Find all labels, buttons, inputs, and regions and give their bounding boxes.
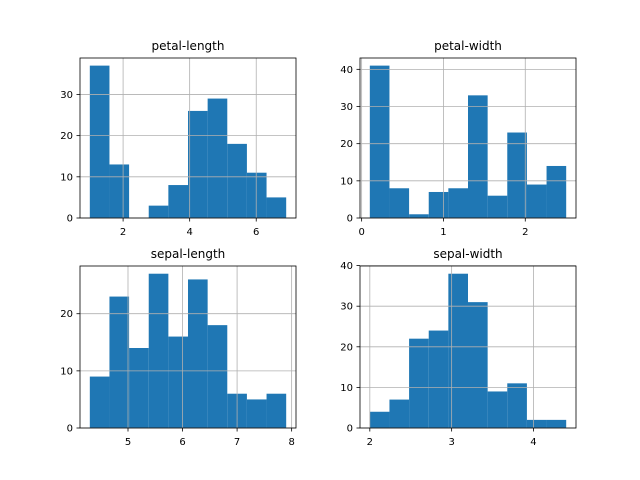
y-tick-label: 10 [340, 176, 353, 187]
histogram-bar [409, 214, 429, 218]
histogram-bar [227, 143, 247, 218]
subplot-sepal-length: 5 6 7 8 0 10 20 sepal-length [60, 247, 297, 448]
y-tick-label: 0 [347, 424, 353, 435]
y-tick-label: 20 [340, 342, 353, 353]
x-tick-label: 1 [440, 227, 446, 238]
y-tick-label: 30 [340, 102, 353, 113]
x-tick-label: 5 [125, 437, 131, 448]
y-tick-label: 0 [67, 214, 73, 225]
histogram-bar [389, 399, 410, 428]
histogram-bar [207, 325, 228, 428]
subplot-petal-length: 2 4 6 0 10 20 30 petal-length [60, 39, 297, 238]
histogram-bar [448, 273, 468, 428]
histogram-bar [526, 419, 547, 428]
y-tick-label: 10 [60, 172, 73, 183]
histogram-bar [148, 205, 169, 218]
y-tick-label: 40 [340, 261, 353, 272]
histogram-bar [168, 336, 188, 428]
axes-frame [359, 57, 577, 219]
histogram-bar [448, 188, 468, 218]
y-tick-label: 40 [340, 65, 353, 76]
y-tick-label: 30 [340, 302, 353, 313]
y-tick-label: 10 [60, 366, 73, 377]
histogram-bar [188, 279, 208, 428]
y-tick-label: 0 [347, 214, 353, 225]
histogram-bar [546, 165, 567, 218]
x-tick-label: 4 [530, 437, 536, 448]
y-tick-label: 0 [67, 424, 73, 435]
x-tick-label: 2 [522, 227, 528, 238]
x-tick-label: 6 [179, 437, 185, 448]
histogram-bar [546, 419, 567, 428]
histogram-bar [428, 330, 449, 428]
subplot-title: petal-width [434, 39, 502, 53]
histogram-bar [507, 132, 527, 218]
histogram-bar [409, 338, 429, 428]
histogram-bar [168, 185, 188, 218]
histogram-bar [487, 391, 508, 428]
histogram-bar [246, 399, 267, 428]
x-tick-label: 4 [186, 227, 192, 238]
y-tick-label: 20 [60, 309, 73, 320]
histogram-bar [109, 164, 130, 218]
histogram-bar [207, 98, 228, 218]
histogram-bar [246, 172, 267, 218]
histogram-bar [266, 393, 287, 428]
y-tick-label: 20 [340, 139, 353, 150]
subplot-title: petal-length [152, 39, 225, 53]
histogram-bar [468, 302, 488, 428]
histogram-bar [266, 197, 287, 218]
histogram-bar [89, 65, 110, 219]
y-tick-label: 20 [60, 131, 73, 142]
subplot-title: sepal-width [433, 247, 502, 261]
axes-frame [79, 57, 297, 219]
histogram-bar [188, 110, 208, 218]
histogram-bar [428, 191, 449, 218]
histogram-bar [369, 65, 390, 219]
x-tick-label: 2 [120, 227, 126, 238]
histogram-bar [507, 383, 527, 428]
subplot-title: sepal-length [151, 247, 226, 261]
histogram-bar [526, 184, 547, 218]
histogram-bar [487, 195, 508, 218]
x-tick-label: 3 [448, 437, 454, 448]
x-tick-label: 0 [358, 227, 364, 238]
y-tick-label: 10 [340, 383, 353, 394]
x-tick-label: 2 [367, 437, 373, 448]
histogram-bar [129, 348, 149, 428]
x-tick-label: 8 [288, 437, 294, 448]
histogram-bar [148, 273, 169, 428]
axes-frame [79, 265, 297, 429]
histogram-bar [89, 376, 110, 428]
histogram-bar [109, 296, 130, 428]
histogram-bar [468, 95, 488, 218]
histogram-bar [389, 188, 410, 218]
x-tick-label: 7 [234, 437, 240, 448]
histogram-bar [369, 411, 390, 428]
x-tick-label: 6 [253, 227, 259, 238]
y-tick-label: 30 [60, 90, 73, 101]
